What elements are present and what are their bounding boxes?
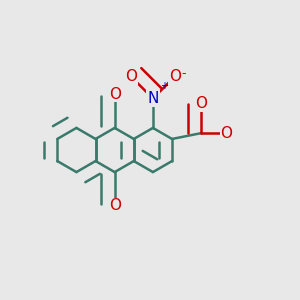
Text: O: O	[125, 69, 137, 84]
Text: O: O	[196, 96, 208, 111]
Text: -: -	[182, 67, 186, 80]
Text: O: O	[220, 126, 232, 141]
Text: O: O	[169, 69, 181, 84]
Text: O: O	[109, 87, 121, 102]
Text: N: N	[147, 91, 159, 106]
Text: O: O	[109, 198, 121, 213]
Text: +: +	[160, 81, 168, 91]
